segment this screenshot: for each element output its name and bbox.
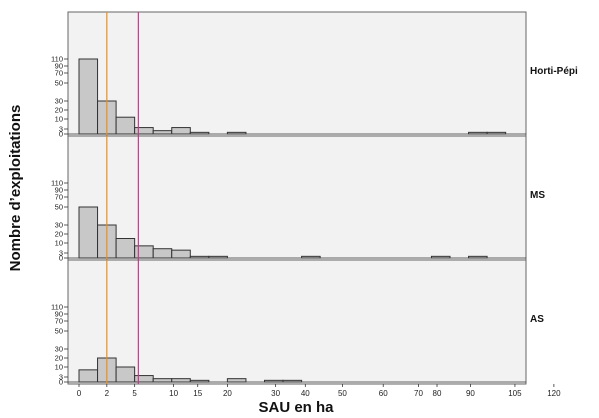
y-tick-label: 30 bbox=[55, 345, 63, 354]
histogram-bar bbox=[115, 238, 136, 259]
histogram-bar bbox=[134, 127, 154, 135]
x-tick-label: 120 bbox=[547, 389, 561, 398]
panel-frame bbox=[67, 259, 527, 385]
y-tick-label: 30 bbox=[55, 221, 63, 230]
y-tick-label: 90 bbox=[55, 186, 63, 195]
y-tick-label: 50 bbox=[55, 203, 63, 212]
y-tick-label: 70 bbox=[55, 193, 63, 202]
panel-label: MS bbox=[530, 190, 545, 201]
x-tick-label: 20 bbox=[223, 389, 232, 398]
y-tick-label: 3 bbox=[59, 125, 63, 134]
y-tick-label: 110 bbox=[51, 55, 63, 64]
x-tick-label: 80 bbox=[433, 389, 442, 398]
histogram-bar bbox=[134, 375, 154, 383]
y-tick-label: 3 bbox=[59, 249, 63, 258]
y-axis-title: Nombre d’exploitations bbox=[7, 105, 24, 272]
x-tick-label: 90 bbox=[466, 389, 475, 398]
x-tick-label: 0 bbox=[77, 389, 82, 398]
panel-label: AS bbox=[530, 314, 544, 325]
y-tick-label: 30 bbox=[55, 97, 63, 106]
y-tick-label: 0 bbox=[59, 254, 63, 263]
y-tick-label: 0 bbox=[59, 130, 63, 139]
y-tick-label: 70 bbox=[55, 317, 63, 326]
histogram-bar bbox=[152, 130, 173, 135]
x-tick-label: 10 bbox=[169, 389, 178, 398]
y-tick-label: 90 bbox=[55, 310, 63, 319]
histogram-bar bbox=[152, 378, 173, 383]
histogram-bar bbox=[152, 248, 173, 259]
histogram-bar bbox=[115, 116, 136, 135]
y-tick-label: 50 bbox=[55, 327, 63, 336]
x-tick-label: 40 bbox=[301, 389, 310, 398]
histogram-bar bbox=[171, 378, 191, 383]
panels-layer: 03102030507090110Horti-Pépi0310203050709… bbox=[51, 11, 578, 387]
y-tick-label: 20 bbox=[55, 354, 63, 363]
panel-frame bbox=[67, 135, 527, 261]
histogram-bar bbox=[226, 378, 247, 383]
histogram-bar bbox=[115, 366, 136, 383]
y-tick-label: 110 bbox=[51, 179, 63, 188]
y-tick-label: 10 bbox=[55, 239, 63, 248]
x-tick-label: 70 bbox=[414, 389, 423, 398]
y-tick-label: 10 bbox=[55, 115, 63, 124]
y-tick-label: 70 bbox=[55, 69, 63, 78]
panel-label: Horti-Pépi bbox=[530, 66, 578, 77]
y-tick-label: 10 bbox=[55, 363, 63, 372]
x-tick-label: 50 bbox=[338, 389, 347, 398]
x-tick-label: 15 bbox=[193, 389, 202, 398]
y-tick-label: 3 bbox=[59, 373, 63, 382]
y-tick-label: 20 bbox=[55, 106, 63, 115]
y-tick-label: 90 bbox=[55, 62, 63, 71]
y-tick-label: 50 bbox=[55, 79, 63, 88]
x-tick-label: 105 bbox=[508, 389, 522, 398]
x-axis-title: SAU en ha bbox=[258, 399, 334, 416]
panel-frame bbox=[67, 11, 527, 137]
histogram-bar bbox=[78, 369, 99, 383]
histogram-bar bbox=[134, 245, 154, 259]
x-tick-label: 5 bbox=[132, 389, 137, 398]
y-tick-label: 0 bbox=[59, 378, 63, 387]
histogram-bar bbox=[78, 206, 99, 259]
histogram-bar bbox=[171, 249, 191, 259]
y-tick-label: 20 bbox=[55, 230, 63, 239]
histogram-bar bbox=[171, 127, 191, 135]
x-tick-label: 30 bbox=[271, 389, 280, 398]
histogram-bar bbox=[78, 58, 99, 135]
x-tick-label: 60 bbox=[379, 389, 388, 398]
y-tick-label: 110 bbox=[51, 303, 63, 312]
x-tick-label: 2 bbox=[105, 389, 110, 398]
x-axis: 0 2 5 10 15 20 30 40 50 60 70 80 90 105 120 bbox=[77, 384, 561, 398]
